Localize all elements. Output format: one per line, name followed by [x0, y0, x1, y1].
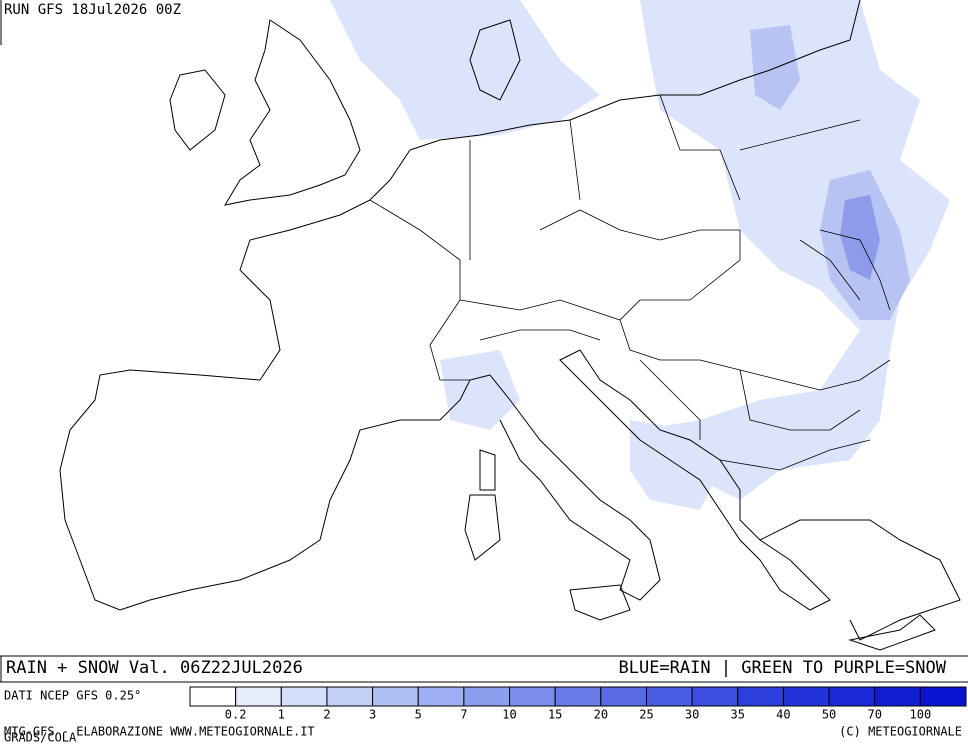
colorbar-swatch — [554, 686, 602, 707]
colorbar-label: 7 — [460, 708, 467, 722]
colorbar-swatch — [189, 686, 237, 707]
colorbar-swatch — [782, 686, 830, 707]
colorbar-label: 50 — [822, 708, 836, 722]
border — [369, 199, 470, 381]
colorbar-swatch — [326, 686, 374, 707]
legend-note: BLUE=RAIN | GREEN TO PURPLE=SNOW — [618, 658, 946, 678]
border — [569, 94, 861, 201]
rain-area — [440, 350, 520, 430]
colorbar-swatch — [645, 686, 693, 707]
coastline — [759, 519, 961, 641]
colorbar-swatch — [372, 686, 419, 707]
credit-label: MTG-GFS - ELABORAZIONE WWW.METEOGIORNALE… — [4, 725, 315, 739]
coastline — [223, 19, 361, 206]
colorbar-swatch — [600, 686, 647, 707]
rain-area — [330, 0, 600, 140]
colorbar-label: 3 — [369, 708, 376, 722]
coastline — [464, 449, 501, 561]
copyright-label: (C) METEOGIORNALE — [839, 725, 962, 739]
colorbar-swatch — [509, 686, 556, 707]
rain-area — [840, 195, 880, 280]
colorbar-swatch — [919, 686, 967, 707]
precipitation — [330, 0, 950, 510]
coastline — [469, 19, 521, 101]
colorbar-label: 30 — [685, 708, 699, 722]
colorbar-swatch — [463, 686, 511, 707]
colorbar-label: 5 — [415, 708, 422, 722]
colorbar-label: 100 — [910, 708, 932, 722]
colorbar-label: 1 — [278, 708, 285, 722]
colorbar: 0.2 1 2 3 5 7 10 15 20 25 30 35 40 50 70 100 — [189, 686, 967, 722]
coastline — [169, 69, 226, 151]
colorbar-swatch — [828, 686, 876, 707]
border — [639, 359, 871, 471]
colorbar-label: 0.2 — [225, 708, 247, 722]
border — [459, 230, 741, 321]
colorbar-label: 10 — [502, 708, 516, 722]
borders — [369, 94, 891, 471]
colorbar-label: 35 — [731, 708, 745, 722]
coastline — [489, 374, 661, 601]
colorbar-label: 20 — [594, 708, 608, 722]
coastline — [59, 149, 491, 611]
colorbar-swatch — [235, 686, 282, 707]
colorbar-label: 15 — [548, 708, 562, 722]
map-title: RAIN + SNOW Val. 06Z22JUL2026 — [6, 658, 303, 678]
colorbar-label: 25 — [639, 708, 653, 722]
border — [799, 229, 891, 311]
run-label: RUN GFS 18Jul2026 00Z — [4, 2, 181, 18]
coastline — [848, 614, 936, 651]
coastline — [559, 349, 831, 611]
source-label: DATI NCEP GFS 0.25° — [4, 689, 141, 703]
rain-area — [640, 0, 950, 500]
border — [469, 140, 740, 260]
colorbar-label: 2 — [323, 708, 330, 722]
colorbar-swatch — [874, 686, 921, 707]
colorbar-label: 70 — [867, 708, 881, 722]
colorbar-swatch — [737, 686, 784, 707]
colorbar-label: 40 — [776, 708, 790, 722]
coastline — [569, 584, 631, 621]
colorbar-swatch — [417, 686, 465, 707]
colorbar-swatch — [691, 686, 739, 707]
grads-label: GRADS/COLA — [4, 731, 77, 745]
rain-area — [630, 420, 720, 510]
colorbar-swatch — [280, 686, 328, 707]
